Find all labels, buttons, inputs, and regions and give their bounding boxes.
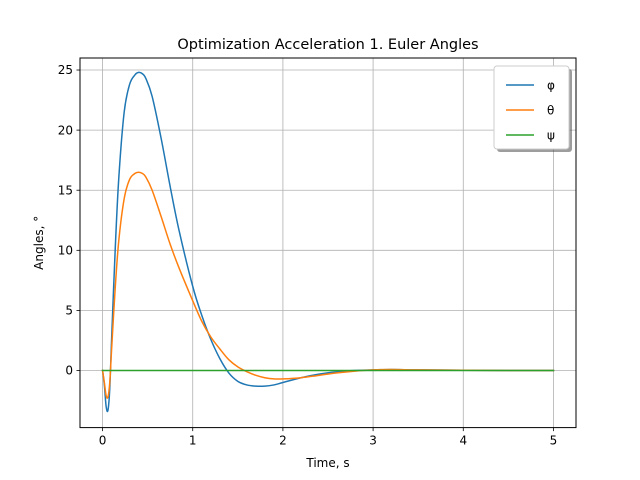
legend-box: [493, 65, 570, 150]
x-tick-label: 5: [550, 434, 558, 448]
series-lines: [101, 71, 555, 413]
x-axis: 0 1 2 3 4 5: [99, 427, 558, 448]
legend-label: φ: [547, 79, 555, 93]
y-tick-label: 25: [58, 63, 73, 77]
series-line-2: [101, 171, 555, 399]
x-tick-label: 1: [189, 434, 197, 448]
y-tick-label: 20: [58, 123, 73, 137]
y-axis-label: Angles, °: [32, 216, 46, 270]
y-tick-label: 15: [58, 183, 73, 197]
x-tick-label: 3: [369, 434, 377, 448]
y-tick-label: 5: [65, 304, 73, 318]
legend-label: θ: [547, 104, 554, 118]
legend-label: ψ: [547, 129, 555, 143]
y-axis: 0 5 10 15 20 25: [58, 63, 80, 378]
x-tick-label: 4: [459, 434, 467, 448]
plot-area: [80, 58, 576, 428]
legend: φθψ: [493, 65, 572, 152]
y-tick-label: 10: [58, 244, 73, 258]
chart-title: Optimization Acceleration 1. Euler Angle…: [177, 37, 478, 53]
x-tick-label: 0: [99, 434, 107, 448]
plot-frame: [79, 57, 577, 429]
y-tick-label: 0: [65, 364, 73, 378]
x-tick-label: 2: [279, 434, 287, 448]
x-axis-label: Time, s: [305, 456, 349, 470]
